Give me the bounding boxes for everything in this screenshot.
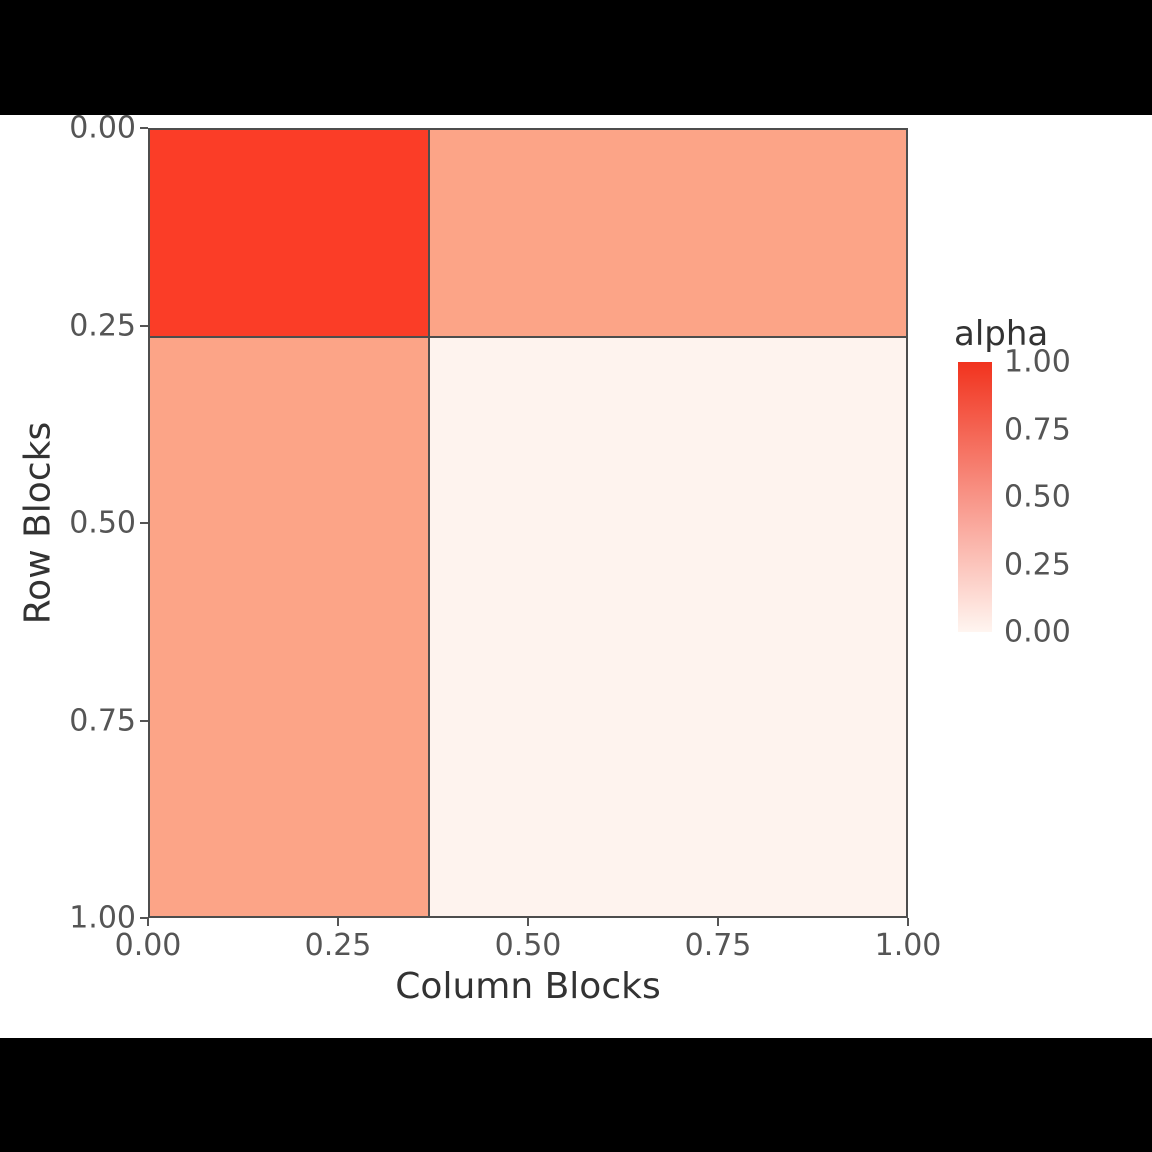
x-tick-mark — [527, 918, 529, 926]
y-tick-label: 0.75 — [69, 703, 136, 738]
y-tick-label: 0.25 — [69, 308, 136, 343]
y-tick-mark — [140, 720, 148, 722]
x-tick-mark — [337, 918, 339, 926]
x-tick-mark — [717, 918, 719, 926]
y-axis-label: Row Blocks — [18, 422, 59, 624]
heatmap-cell — [148, 337, 429, 918]
heatmap-cell — [148, 128, 429, 337]
legend-colorbar — [958, 362, 992, 632]
x-tick-label: 0.75 — [685, 928, 752, 963]
y-tick-label: 0.50 — [69, 506, 136, 541]
y-tick-mark — [140, 522, 148, 524]
x-tick-label: 1.00 — [875, 928, 942, 963]
x-tick-label: 0.50 — [495, 928, 562, 963]
heatmap-cell — [429, 128, 908, 337]
legend-tick-label: 1.00 — [1004, 345, 1071, 380]
legend-tick-label: 0.75 — [1004, 412, 1071, 447]
legend-tick-label: 0.25 — [1004, 547, 1071, 582]
y-tick-label: 1.00 — [69, 901, 136, 936]
legend-tick-label: 0.00 — [1004, 615, 1071, 650]
x-tick-label: 0.25 — [305, 928, 372, 963]
x-tick-mark — [907, 918, 909, 926]
y-tick-label: 0.00 — [69, 111, 136, 146]
x-tick-mark — [147, 918, 149, 926]
y-tick-mark — [140, 325, 148, 327]
heatmap-plot — [148, 128, 908, 918]
x-axis-label: Column Blocks — [395, 966, 660, 1007]
y-tick-mark — [140, 917, 148, 919]
legend-tick-label: 0.50 — [1004, 480, 1071, 515]
heatmap-cell — [429, 337, 908, 918]
y-tick-mark — [140, 127, 148, 129]
